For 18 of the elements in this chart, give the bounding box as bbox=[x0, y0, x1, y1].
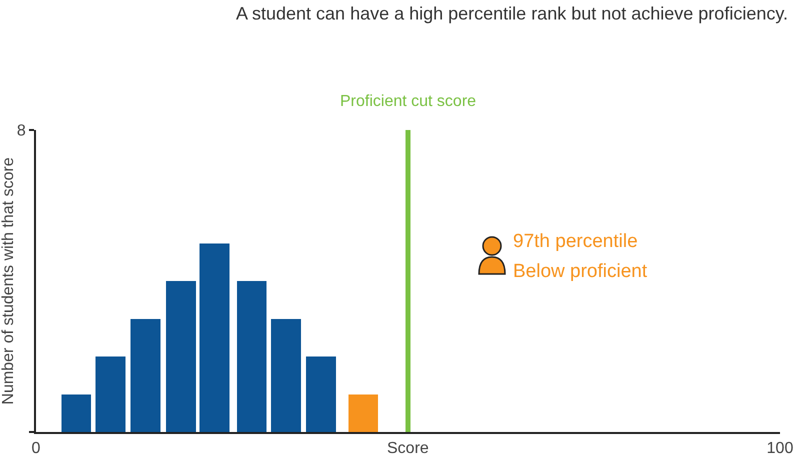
bar bbox=[271, 318, 301, 432]
annotation: 97th percentile bbox=[513, 231, 638, 252]
ref-line-label: Proficient cut score bbox=[340, 93, 476, 110]
chart-title: A student can have a high percentile rank but not achieve proficiency. bbox=[236, 4, 788, 24]
bar bbox=[130, 318, 160, 432]
x-axis-title: Score bbox=[387, 440, 429, 457]
bar bbox=[61, 394, 92, 432]
bar bbox=[96, 356, 126, 432]
bar bbox=[348, 394, 378, 432]
bar bbox=[200, 243, 230, 432]
annotation: Below proficient bbox=[513, 261, 648, 282]
x-tick-label: 100 bbox=[766, 440, 794, 458]
bar bbox=[236, 281, 267, 432]
bar bbox=[166, 281, 196, 432]
x-tick-label: 0 bbox=[32, 440, 41, 458]
y-axis-title: Number of students with that score bbox=[0, 157, 17, 405]
y-tick-label: 8 bbox=[16, 122, 26, 140]
bar bbox=[306, 356, 336, 432]
